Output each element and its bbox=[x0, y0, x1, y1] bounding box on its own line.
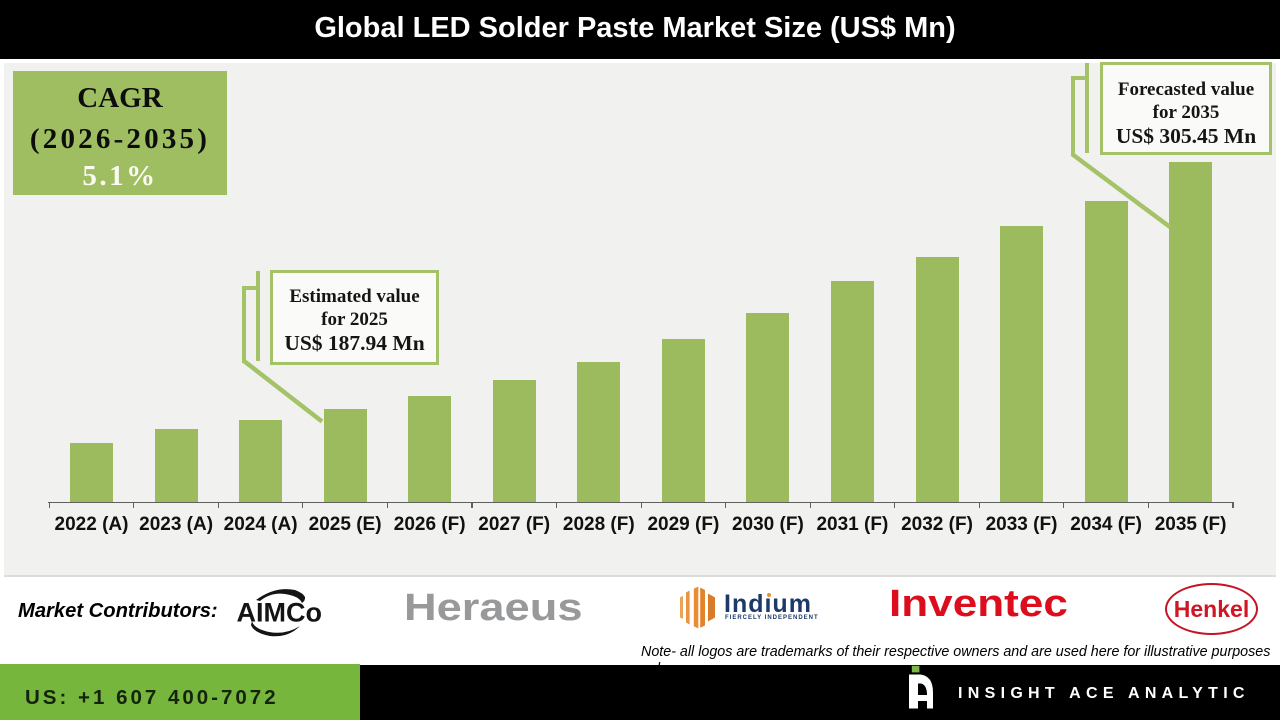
svg-text:AIMCo: AIMCo bbox=[237, 598, 322, 628]
